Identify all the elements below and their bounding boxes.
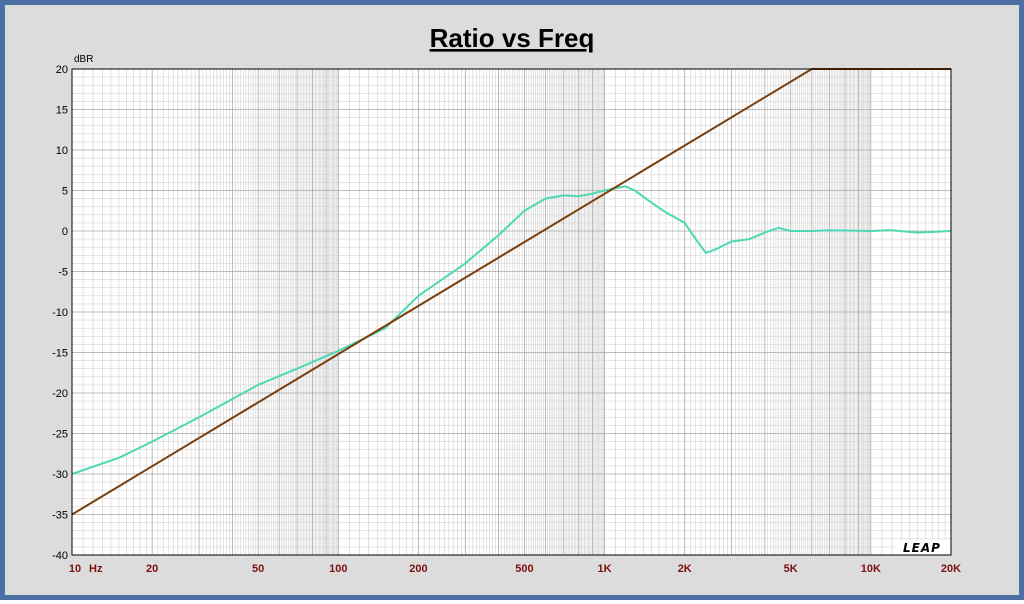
y-tick-label: 20: [56, 64, 68, 76]
y-tick-label: 15: [56, 105, 68, 117]
y-axis-label: dBR: [74, 54, 93, 65]
leap-logo: LEAP: [903, 541, 941, 555]
plot-border: [71, 68, 952, 556]
x-tick-label: 200: [409, 563, 427, 575]
y-tick-label: 5: [62, 186, 68, 198]
x-tick-label: 100: [329, 563, 347, 575]
x-tick-label: 2K: [678, 563, 692, 575]
y-tick-label: -35: [52, 510, 68, 522]
logo-background: [895, 540, 949, 554]
x-tick-label: 5K: [784, 563, 798, 575]
y-tick-label: -40: [52, 550, 68, 562]
x-axis: 10 20 50 100 200 500 1K 2K 5K 10K 20K: [69, 563, 961, 575]
y-tick-label: -25: [52, 429, 68, 441]
x-tick-label: 20: [146, 563, 158, 575]
x-tick-label: 10K: [861, 563, 881, 575]
chart-title: Ratio vs Freq: [430, 23, 595, 53]
y-tick-label: -10: [52, 307, 68, 319]
y-axis: 20 15 10 5 0 -5 -10 -15 -20 -25 -30 -35 -40: [52, 64, 68, 562]
x-tick-label: 50: [252, 563, 264, 575]
y-tick-label: -15: [52, 348, 68, 360]
y-tick-label: 0: [62, 226, 68, 238]
y-tick-label: 10: [56, 145, 68, 157]
y-tick-label: -20: [52, 388, 68, 400]
y-tick-label: -5: [58, 267, 68, 279]
series-line-1: [71, 185, 952, 475]
x-tick-label: 20K: [941, 563, 961, 575]
x-axis-unit: Hz: [89, 563, 103, 575]
x-tick-label: 1K: [598, 563, 612, 575]
x-tick-label: 10: [69, 563, 81, 575]
x-tick-label: 500: [515, 563, 533, 575]
y-tick-label: -30: [52, 469, 68, 481]
